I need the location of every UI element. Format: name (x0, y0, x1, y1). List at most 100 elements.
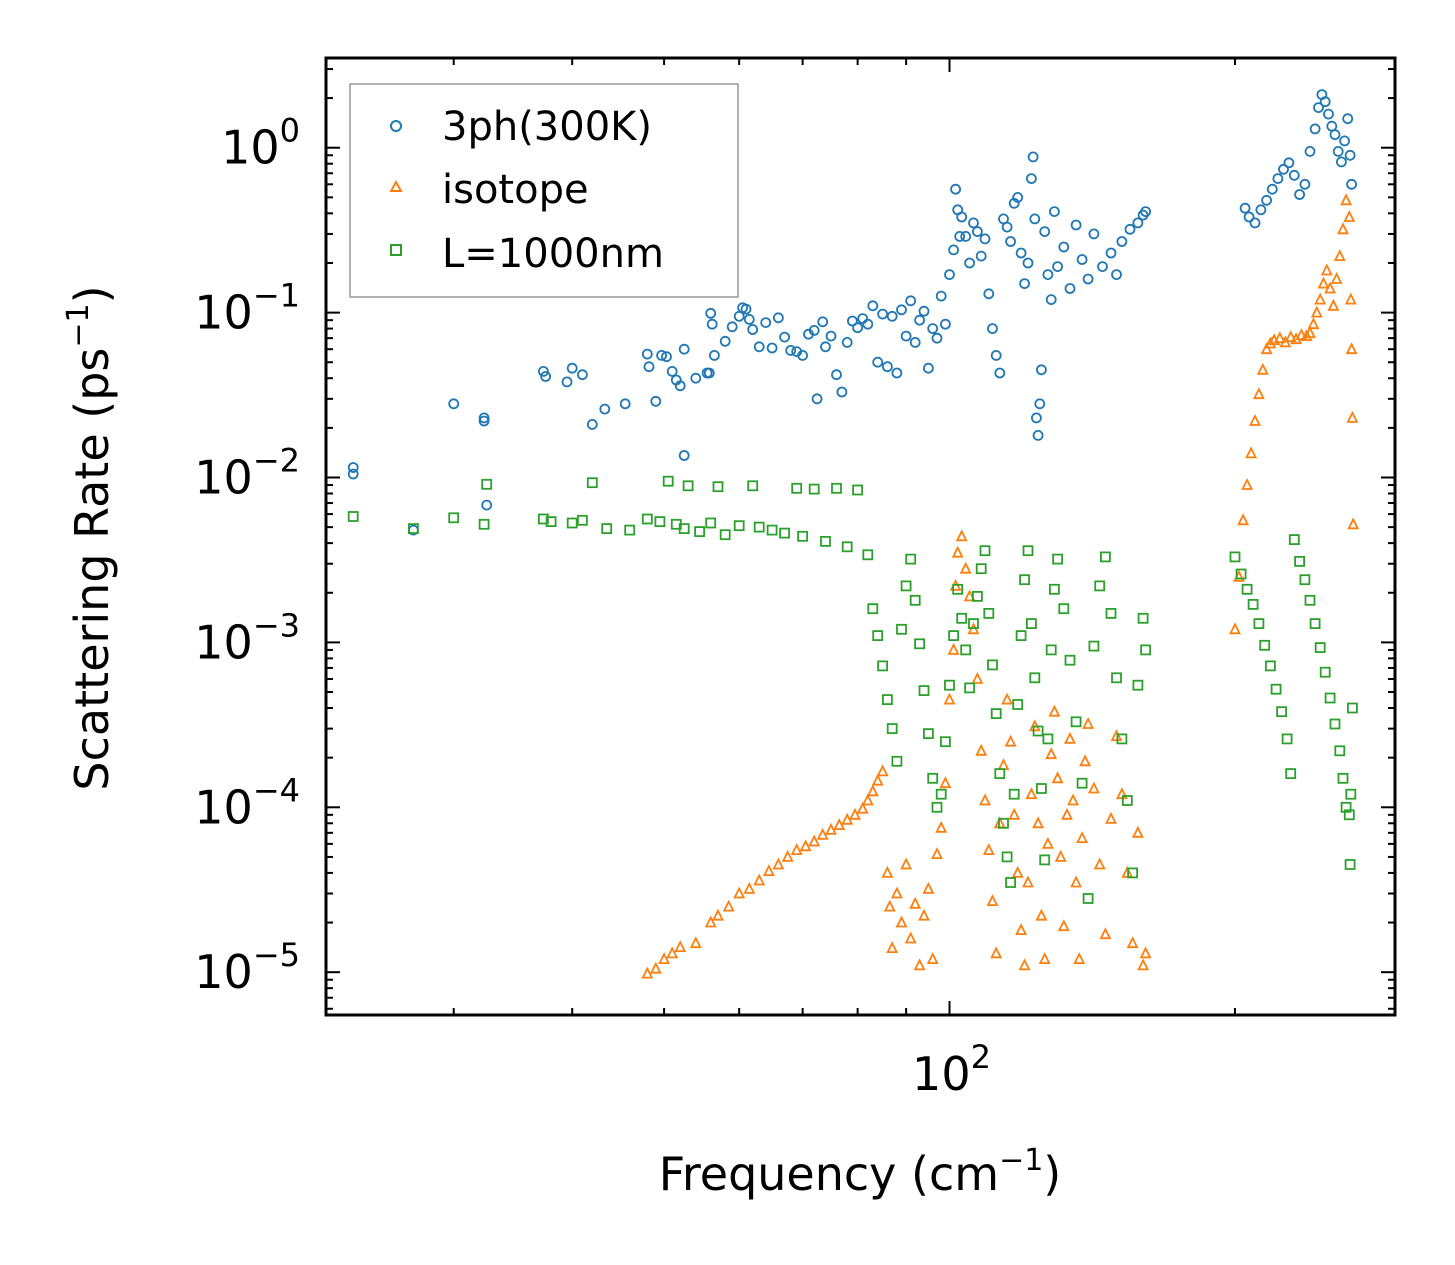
point-3ph (1012, 191, 1024, 203)
point-3ph (944, 269, 955, 281)
point-isotope (1051, 771, 1064, 784)
point-isotope (1237, 513, 1250, 526)
point-boundary (1032, 725, 1044, 737)
point-3ph (661, 351, 672, 363)
legend-marker-3ph (390, 120, 402, 132)
point-isotope (1273, 331, 1286, 344)
point-isotope (909, 896, 922, 909)
point-3ph (705, 307, 717, 319)
point-boundary (808, 483, 820, 495)
point-3ph (841, 336, 853, 348)
point-isotope (1041, 836, 1054, 849)
point-boundary (918, 685, 930, 696)
point-3ph (1332, 145, 1344, 157)
point-3ph (872, 356, 884, 368)
point-3ph (927, 323, 939, 335)
point-3ph (478, 415, 490, 427)
point-3ph (743, 313, 755, 325)
point-boundary (1247, 599, 1259, 610)
legend-marker-isotope (389, 179, 403, 192)
point-3ph (1132, 217, 1144, 229)
point-boundary (891, 755, 903, 767)
point-isotope (1018, 958, 1031, 971)
point-isotope (1333, 249, 1346, 262)
point-3ph (1064, 283, 1076, 294)
axis-ticks: 100 10−1 10−2 10−3 10−4 10−5 102 (194, 58, 1395, 1101)
point-3ph (538, 365, 549, 377)
point-boundary (975, 563, 987, 575)
point-boundary (1100, 551, 1111, 563)
point-isotope (1245, 446, 1258, 459)
point-3ph (747, 324, 759, 335)
point-boundary (1314, 642, 1326, 653)
point-isotope (722, 899, 735, 912)
point-3ph (448, 398, 460, 410)
point-boundary (987, 659, 998, 671)
point-3ph (478, 412, 490, 424)
point-isotope (939, 776, 952, 789)
point-3ph (882, 361, 893, 373)
y-axis-title: Scattering Rate (ps−1) (61, 285, 119, 790)
point-3ph (1015, 247, 1027, 259)
point-3ph (1027, 151, 1039, 163)
point-isotope (1310, 305, 1323, 318)
point-isotope (1330, 271, 1343, 284)
point-3ph (964, 257, 975, 269)
point-boundary (931, 801, 943, 813)
point-isotope (979, 793, 991, 806)
point-isotope (1008, 807, 1021, 820)
point-3ph (1299, 178, 1311, 190)
point-3ph (847, 315, 858, 327)
point-boundary (960, 644, 972, 656)
point-3ph (808, 324, 820, 336)
point-3ph (1076, 254, 1088, 265)
point-3ph (825, 330, 837, 342)
point-isotope (975, 743, 988, 756)
point-3ph (719, 335, 731, 347)
point-boundary (1005, 877, 1016, 888)
point-boundary (1343, 809, 1355, 821)
point-isotope (641, 966, 654, 979)
point-3ph (1278, 163, 1289, 175)
point-boundary (678, 523, 690, 534)
point-3ph (862, 318, 874, 330)
point-3ph (1255, 204, 1267, 216)
point-boundary (1334, 745, 1346, 757)
point-3ph (540, 371, 551, 382)
point-boundary (1304, 594, 1316, 606)
point-isotope (1073, 952, 1086, 964)
point-3ph (586, 418, 598, 430)
point-isotope (866, 784, 879, 797)
point-3ph (706, 318, 718, 330)
point-isotope (781, 849, 794, 862)
point-isotope (1082, 716, 1095, 729)
point-3ph (931, 332, 943, 344)
point-isotope (1048, 704, 1061, 717)
point-boundary (1319, 666, 1331, 678)
point-isotope (890, 886, 903, 899)
point-boundary (566, 517, 578, 529)
point-3ph (905, 295, 917, 307)
point-isotope (1260, 342, 1273, 355)
point-3ph (674, 380, 686, 392)
point-boundary (1253, 618, 1265, 629)
point-3ph (1034, 398, 1046, 410)
point-boundary (719, 529, 731, 541)
point-isotope (990, 946, 1003, 959)
point-boundary (964, 682, 975, 694)
point-isotope (762, 864, 775, 876)
point-isotope (1025, 787, 1038, 800)
point-boundary (1058, 603, 1070, 615)
point-isotope (1295, 328, 1308, 341)
point-3ph (1304, 145, 1316, 157)
point-3ph (1116, 236, 1128, 247)
point-boundary (1324, 692, 1336, 704)
point-boundary (478, 518, 490, 530)
point-boundary (1111, 672, 1122, 684)
point-3ph (1313, 102, 1324, 113)
point-isotope (1061, 807, 1073, 820)
point-isotope (1126, 936, 1139, 949)
point-isotope (1035, 908, 1048, 921)
point-3ph (785, 344, 797, 356)
